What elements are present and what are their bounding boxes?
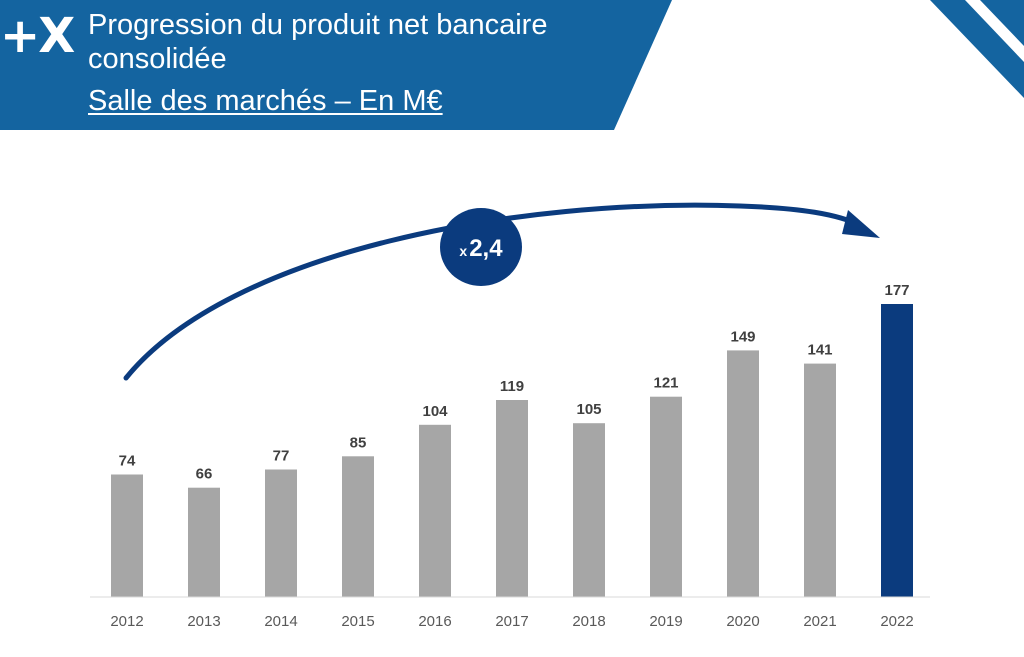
tick-label-2018: 2018 — [572, 613, 605, 630]
growth-badge — [440, 208, 522, 286]
data-label-2017: 119 — [500, 378, 524, 395]
tick-label-2017: 2017 — [495, 613, 528, 630]
bar-2021 — [804, 363, 836, 597]
growth-arrow-head — [842, 210, 880, 238]
growth-value: 2,4 — [469, 235, 503, 262]
corner-stripe-top — [930, 0, 1024, 98]
bar-2020 — [727, 350, 759, 597]
brand-logo: +X — [0, 8, 75, 64]
bar-2012 — [111, 474, 143, 597]
header-banner — [0, 0, 672, 130]
data-label-2020: 149 — [730, 328, 755, 345]
page-subtitle: Salle des marchés – En M€ — [88, 85, 443, 117]
data-label-2021: 141 — [807, 342, 832, 359]
bar-2019 — [650, 396, 682, 597]
data-labels: 74 66 77 85 104 119 105 121 149 141 177 — [119, 282, 910, 483]
data-label-2015: 85 — [350, 434, 367, 451]
tick-label-2020: 2020 — [726, 613, 759, 630]
corner-stripe-bottom — [980, 0, 1024, 46]
data-label-2016: 104 — [422, 403, 448, 420]
tick-label-2021: 2021 — [803, 613, 836, 630]
tick-label-2022: 2022 — [880, 613, 913, 630]
bar-2022 — [881, 304, 913, 597]
tick-label-2015: 2015 — [341, 613, 374, 630]
growth-prefix: x — [459, 243, 467, 259]
bar-2015 — [342, 456, 374, 597]
data-label-2019: 121 — [653, 375, 678, 392]
bar-2014 — [265, 469, 297, 597]
page-title: Progression du produit net bancaire cons… — [88, 9, 548, 75]
tick-label-2019: 2019 — [649, 613, 682, 630]
bar-2016 — [419, 424, 451, 597]
data-label-2018: 105 — [576, 401, 601, 418]
data-label-2012: 74 — [119, 453, 136, 470]
growth-factor-label: x2,4 — [459, 235, 503, 262]
data-label-2013: 66 — [196, 466, 213, 483]
bars-layer — [111, 304, 913, 597]
growth-arrow — [123, 202, 865, 381]
x-axis-ticks: 2012 2013 2014 2015 2016 2017 2018 2019 2020 2021… — [110, 613, 913, 630]
header-band — [0, 0, 1024, 130]
data-label-2014: 77 — [273, 448, 290, 465]
data-label-2022: 177 — [884, 282, 909, 299]
bar-2013 — [188, 487, 220, 597]
bar-2017 — [496, 400, 528, 597]
bar-2018 — [573, 423, 605, 597]
tick-label-2013: 2013 — [187, 613, 220, 630]
tick-label-2016: 2016 — [418, 613, 451, 630]
tick-label-2012: 2012 — [110, 613, 143, 630]
tick-label-2014: 2014 — [264, 613, 297, 630]
